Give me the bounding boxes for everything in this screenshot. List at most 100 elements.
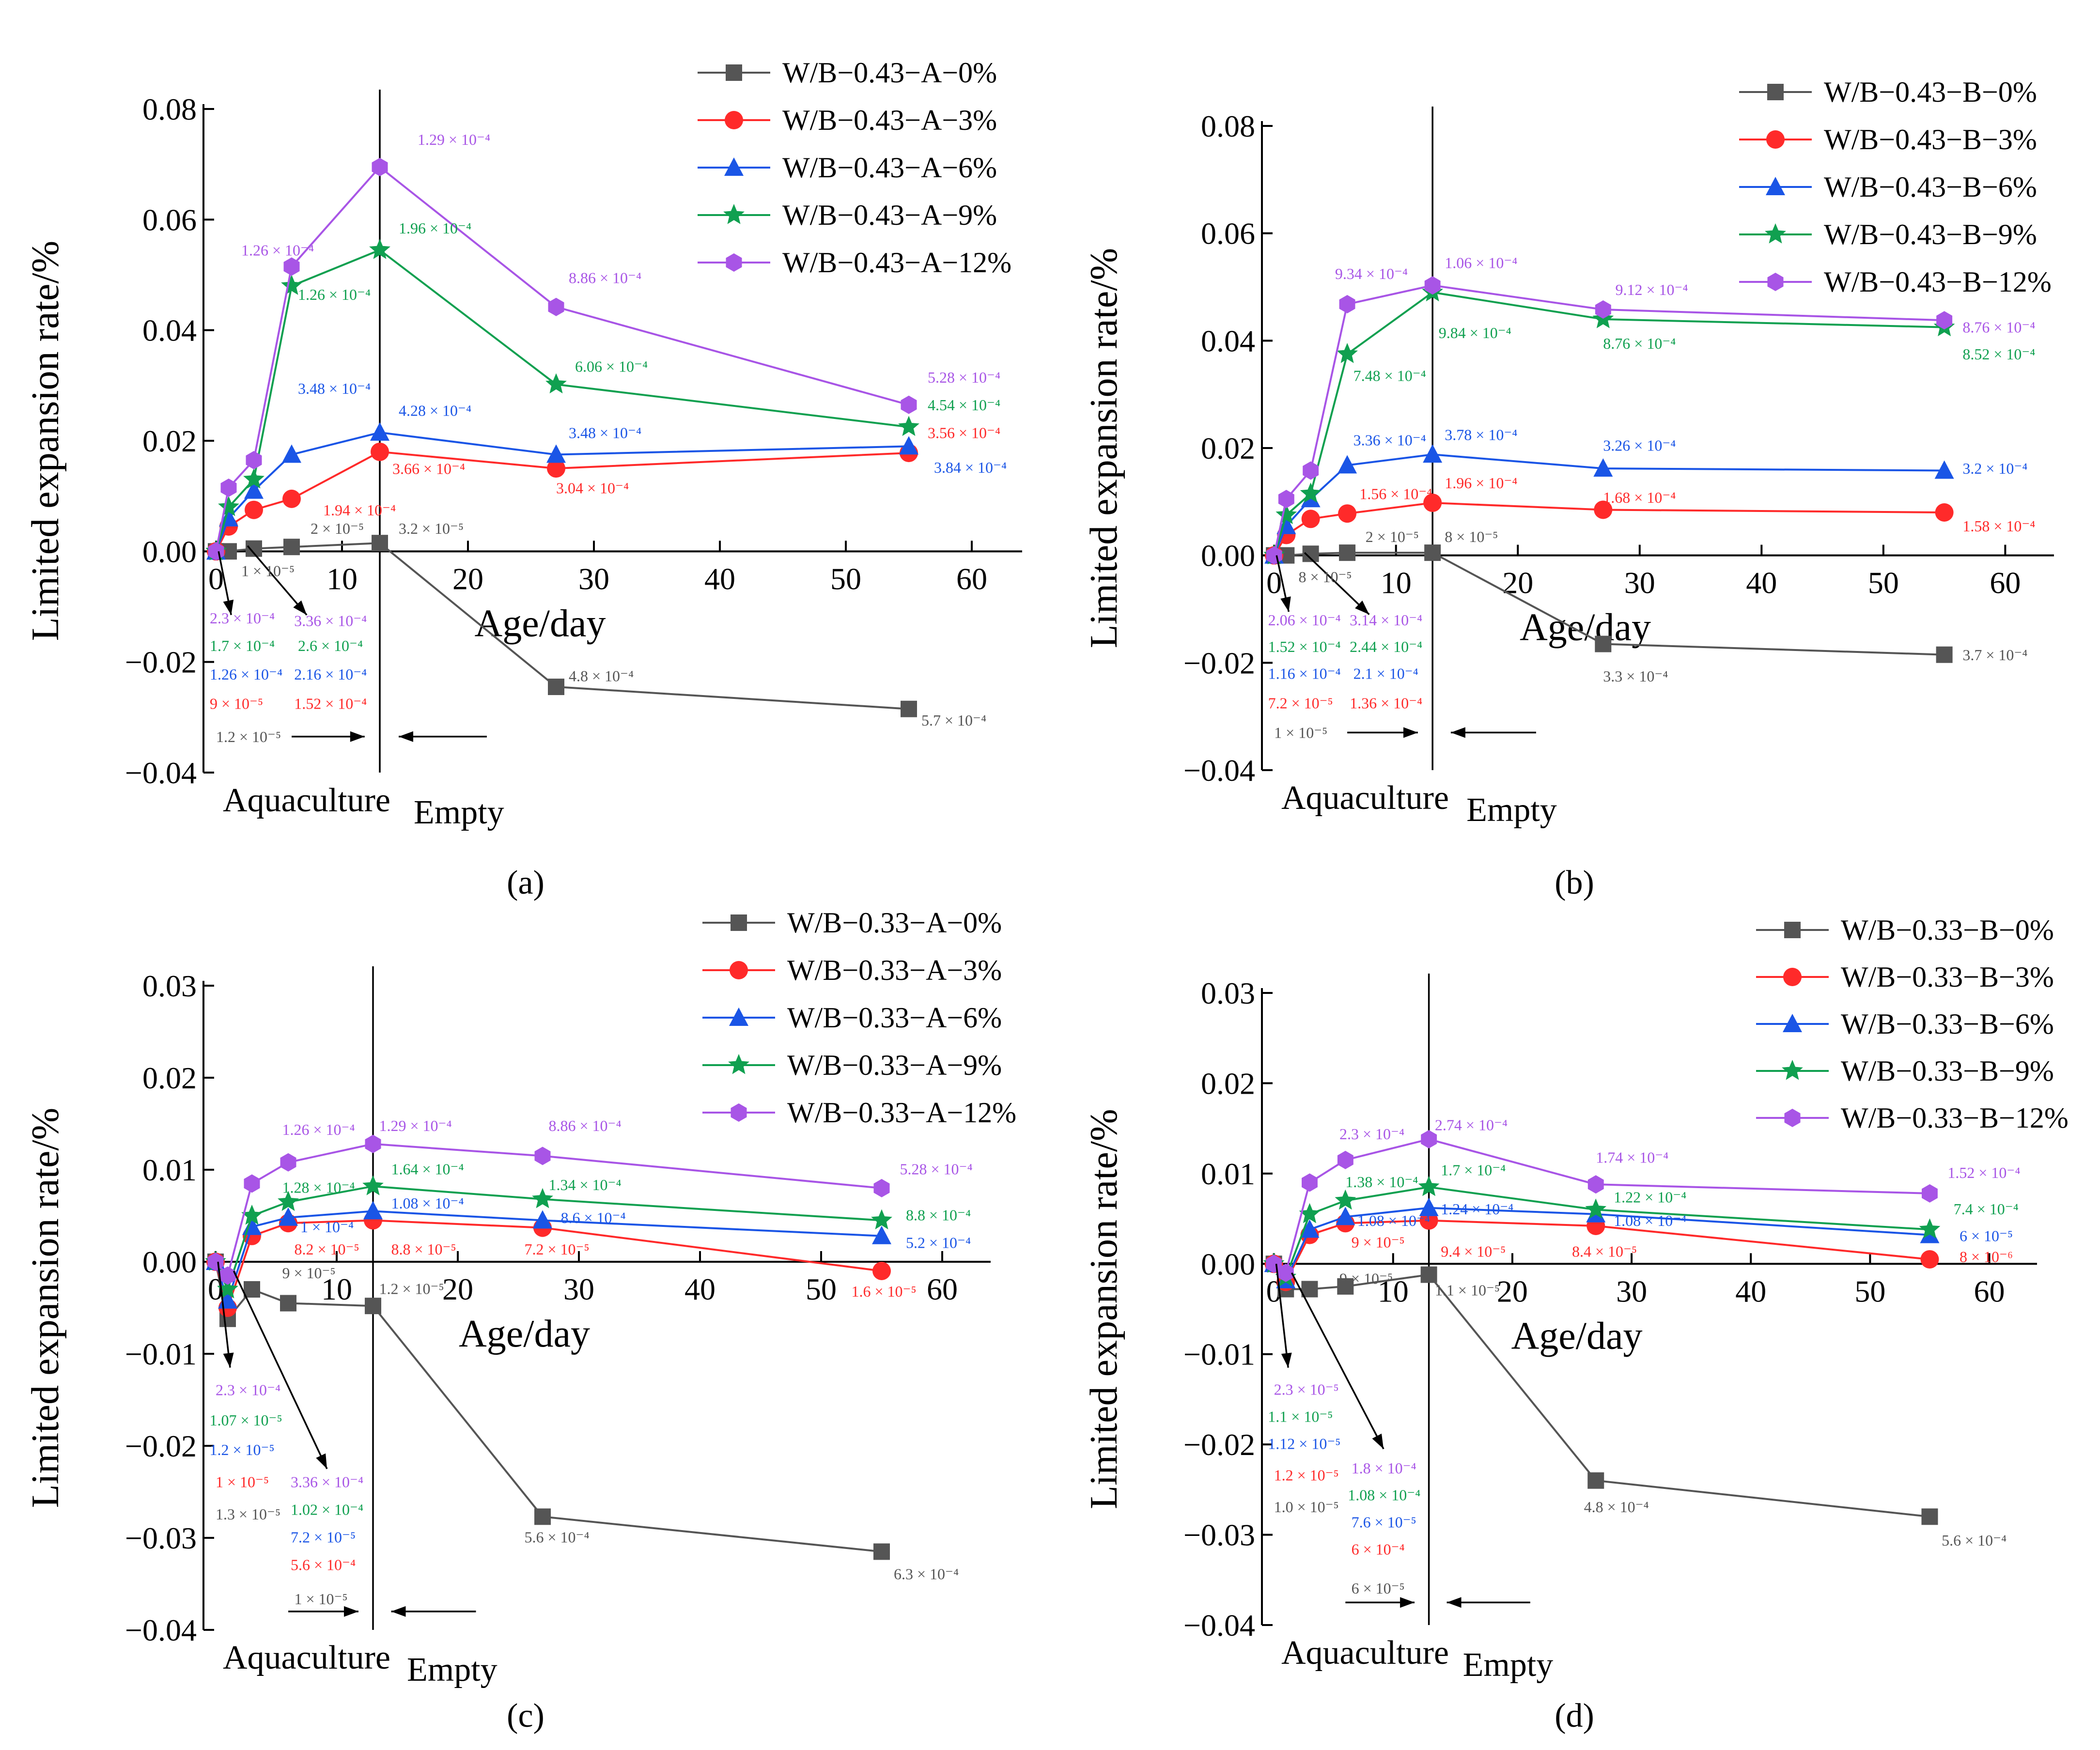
legend-label: W/B−0.43−B−12% [1824,266,2052,298]
legend-entry: W/B−0.43−A−6% [698,152,997,184]
legend-label: W/B−0.33−A−3% [787,954,1002,986]
annotation: 1.36 × 10⁻⁴ [1350,695,1422,712]
data-point [872,1262,891,1280]
annotation: 1.96 × 10⁻⁴ [1445,474,1517,492]
legend-label: W/B−0.43−B−6% [1824,171,2037,203]
x-tick-label: 40 [1735,1274,1766,1308]
annotation: 2.3 × 10⁻⁴ [1339,1125,1404,1143]
data-point [1302,1173,1318,1192]
annotation: 7.6 × 10⁻⁵ [1352,1514,1416,1531]
data-point [1335,1189,1356,1210]
data-point [1300,1219,1320,1238]
chart-panel-b: −0.04−0.020.000.020.040.060.080 10 20 30 40 5… [1083,76,2054,901]
y-tick-label: −0.02 [125,1429,197,1463]
data-point [1936,646,1953,663]
data-point [1922,1184,1938,1203]
data-point [1587,1472,1604,1489]
data-point [901,700,917,717]
y-axis-title: Limited expansion rate/% [1083,248,1125,648]
x-tick-label: 10 [321,1272,352,1306]
y-tick-label: −0.02 [1183,646,1255,680]
annotation: 2.1 × 10⁻⁴ [1353,665,1418,682]
legend-marker [726,253,742,272]
annotation: 4.8 × 10⁻⁴ [1584,1498,1649,1516]
legend-marker [724,157,744,176]
annotation: 1.52 × 10⁻⁴ [294,695,367,712]
annotation: 9 × 10⁻⁵ [210,695,263,712]
data-point [1299,1203,1321,1223]
annotation: 1.64 × 10⁻⁴ [391,1161,464,1178]
data-point [241,1205,263,1225]
data-point [1277,1263,1294,1282]
data-point [365,1298,381,1315]
x-tick-label: 10 [327,561,358,596]
annotation: 2.3 × 10⁻⁴ [216,1381,280,1399]
legend-label: W/B−0.43−A−6% [782,152,997,184]
legend-label: W/B−0.33−B−12% [1841,1102,2069,1134]
annotation: 6.06 × 10⁻⁴ [575,357,648,375]
data-point [1936,311,1953,330]
data-point [244,1281,260,1298]
data-point [1418,1176,1440,1196]
data-point [899,436,918,455]
x-tick-label: 50 [1868,566,1899,600]
annotation: 8 × 10⁻⁶ [1960,1248,2013,1266]
legend-label: W/B−0.33−A−6% [787,1002,1002,1034]
y-tick-label: −0.04 [1183,753,1255,788]
annotation: 8 × 10⁻⁵ [1445,528,1498,545]
annotation: 1.29 × 10⁻⁴ [379,1117,452,1134]
legend-marker [1766,130,1785,149]
annotation: 3.56 × 10⁻⁴ [928,424,1000,441]
annotation: 1.1 × 10⁻⁵ [1435,1282,1500,1299]
series-0 [1265,1255,1938,1525]
callout-arrow-head [223,1352,234,1368]
legend-label: W/B−0.43−A−9% [782,199,997,231]
data-point [871,1209,892,1230]
annotation: 6 × 10⁻⁵ [1960,1227,2013,1245]
y-tick-label: 0.01 [142,1153,197,1187]
annotation: 1.38 × 10⁻⁴ [1345,1173,1418,1191]
annotation: 1.0 × 10⁻⁵ [1274,1498,1339,1516]
data-point [278,1191,299,1211]
phase-arrow-head [1400,1597,1415,1608]
data-point [1337,1150,1353,1169]
legend-entry: W/B−0.43−B−3% [1739,124,2037,155]
legend-entry: W/B−0.43−B−12% [1739,266,2052,298]
y-tick-label: −0.04 [125,756,197,790]
legend-marker [1767,84,1784,100]
x-axis-title: Age/day [459,1313,590,1355]
data-point [363,1201,383,1220]
annotation: 8.86 × 10⁻⁴ [569,269,641,287]
y-tick-label: 0.03 [1201,976,1255,1010]
legend-label: W/B−0.33−B−9% [1841,1055,2054,1087]
data-point [1920,1250,1939,1269]
legend-label: W/B−0.43−A−3% [782,104,997,136]
x-tick-label: 60 [927,1272,958,1306]
y-tick-label: −0.01 [125,1337,197,1371]
data-point [1587,1175,1604,1194]
annotation: 1.58 × 10⁻⁴ [1962,517,2035,535]
data-point [533,1210,552,1229]
callout-arrow [1304,552,1370,615]
legend-label: W/B−0.33−A−0% [787,907,1002,939]
data-point [1301,510,1320,528]
phase-label-empty: Empty [414,794,504,831]
annotation: 2 × 10⁻⁵ [311,520,364,537]
annotation: 1.26 × 10⁻⁴ [298,286,371,303]
data-point [898,416,919,436]
data-point [282,489,301,508]
annotation: 6.3 × 10⁻⁴ [894,1565,959,1583]
data-point [280,1295,296,1312]
annotation: 1.24 × 10⁻⁴ [1441,1200,1513,1218]
annotation: 1.2 × 10⁻⁵ [216,728,281,745]
legend-entry: W/B−0.43−A−9% [698,199,997,231]
y-tick-label: 0.04 [1201,324,1255,358]
y-tick-label: −0.04 [1183,1608,1255,1642]
y-tick-label: −0.04 [125,1613,197,1647]
annotation: 1.1 × 10⁻⁵ [1268,1408,1333,1425]
data-point [219,1266,236,1285]
x-tick-label: 50 [1854,1274,1885,1308]
legend-entry: W/B−0.33−B−6% [1756,1008,2054,1040]
phase-arrow-head [399,731,413,742]
